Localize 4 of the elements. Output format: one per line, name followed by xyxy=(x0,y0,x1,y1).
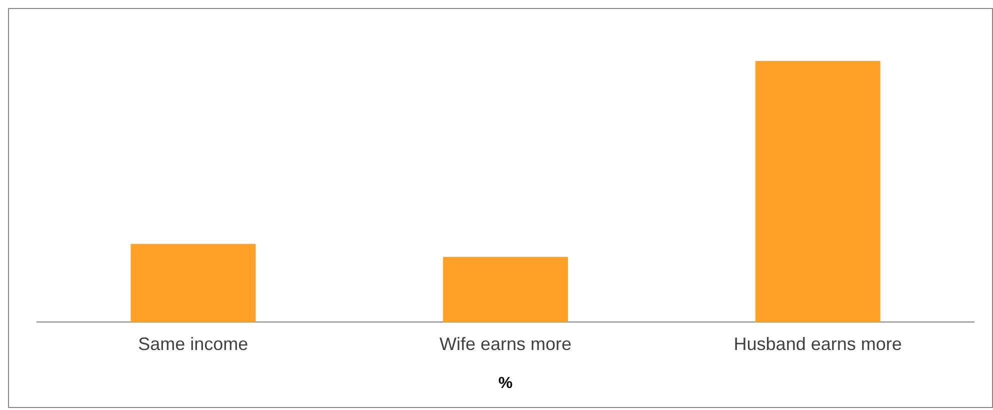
x-axis-title: % xyxy=(498,374,513,392)
x-tick-label: Wife earns more xyxy=(439,334,572,354)
x-tick-label: Husband earns more xyxy=(734,334,902,354)
x-tick-label: Same income xyxy=(138,334,248,354)
